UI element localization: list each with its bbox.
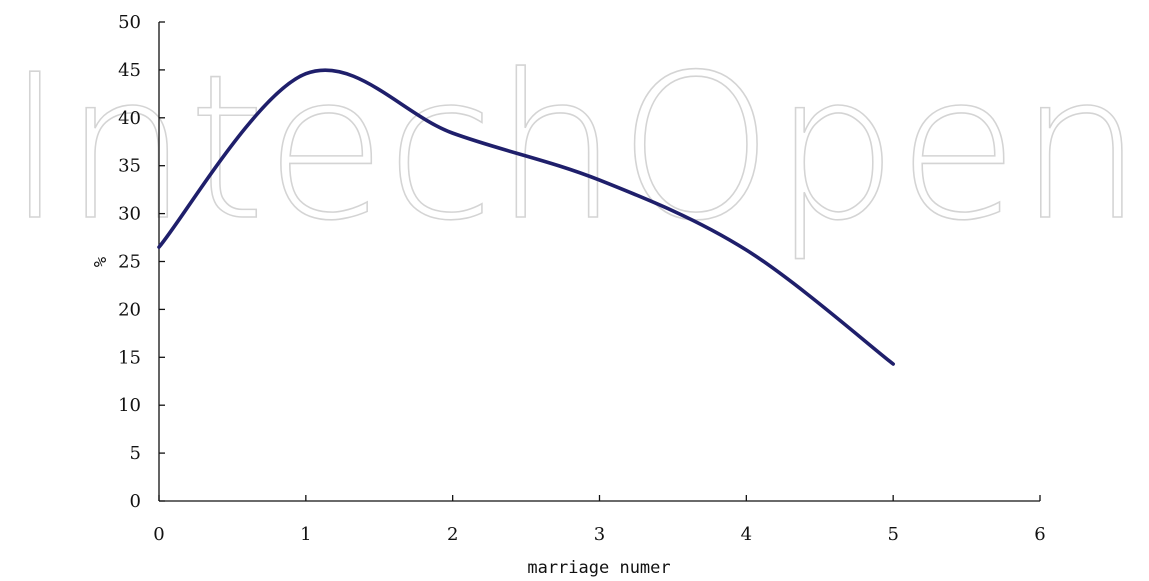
- y-tick-label: 25: [118, 252, 141, 273]
- series-layer: [157, 68, 895, 366]
- y-tick-label: 0: [130, 491, 141, 512]
- x-tick-label: 1: [300, 524, 311, 545]
- series-line: [157, 68, 895, 366]
- watermark-text: IntechOpen: [6, 32, 1143, 265]
- y-tick-label: 35: [118, 156, 141, 177]
- x-tick-label: 6: [1034, 524, 1045, 545]
- x-axis-label: marriage numer: [527, 558, 670, 578]
- x-tick-label: 5: [887, 524, 898, 545]
- y-tick-label: 30: [118, 204, 141, 225]
- y-tick-label: 40: [118, 108, 141, 129]
- y-axis-label: %: [91, 257, 111, 267]
- y-tick-label: 10: [118, 395, 141, 416]
- x-tick-label: 0: [153, 524, 164, 545]
- y-tick-label: 50: [118, 12, 141, 33]
- y-tick-label: 20: [118, 299, 141, 320]
- x-tick-label: 3: [594, 524, 605, 545]
- x-tick-label: 2: [447, 524, 458, 545]
- x-tick-label: 4: [741, 524, 752, 545]
- y-tick-label: 45: [118, 60, 141, 81]
- y-tick-label: 15: [118, 347, 141, 368]
- y-tick-label: 5: [130, 443, 141, 464]
